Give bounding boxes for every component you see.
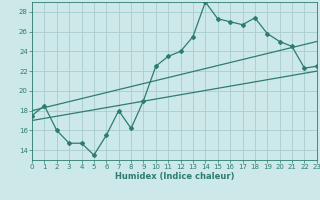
X-axis label: Humidex (Indice chaleur): Humidex (Indice chaleur) bbox=[115, 172, 234, 181]
